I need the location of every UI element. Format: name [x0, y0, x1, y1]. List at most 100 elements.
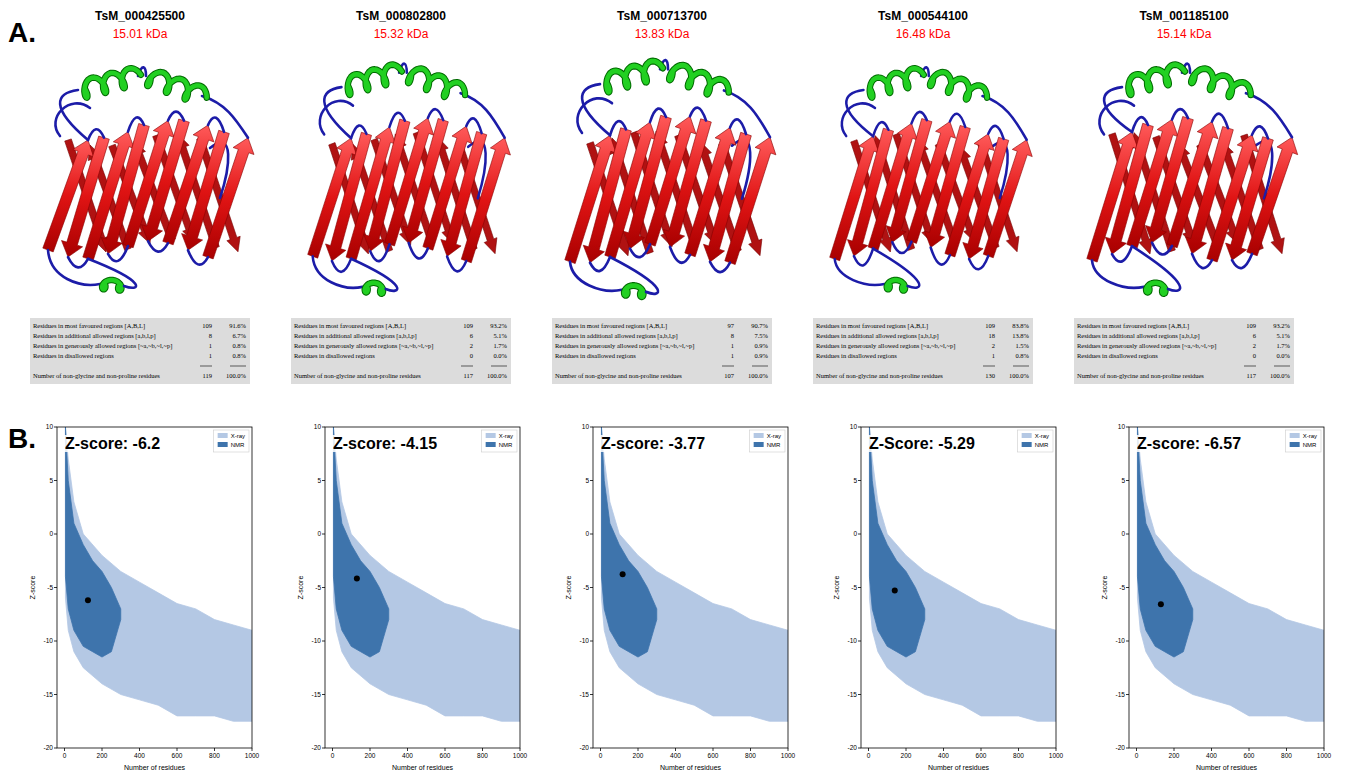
table-percent: 7.5% — [754, 332, 768, 339]
table-count: 2 — [1253, 342, 1256, 349]
x-tick — [139, 748, 140, 751]
x-tick — [177, 748, 178, 751]
loop — [1152, 243, 1172, 255]
reference-area — [601, 427, 656, 657]
molecular-mass: 13.83 kDa — [635, 27, 690, 41]
legend: X-rayNMR — [750, 430, 785, 452]
y-tick — [54, 534, 57, 535]
legend-label: NMR — [499, 442, 513, 448]
table-percent: 91.6% — [229, 322, 246, 329]
table-percent: 5.1% — [493, 332, 507, 339]
x-tick — [407, 748, 408, 751]
table-percent: 1.7% — [493, 342, 507, 349]
x-tick-label: 400 — [670, 752, 681, 759]
helix-edge — [1146, 283, 1165, 294]
helix-edge — [870, 68, 924, 97]
table-count: 1 — [209, 352, 212, 359]
y-tick — [590, 427, 593, 428]
reference-area — [869, 427, 924, 657]
table-percent: 0.0% — [493, 352, 507, 359]
table-row-label: Residues in generously allowed regions [… — [555, 342, 694, 350]
legend-label: NMR — [231, 442, 245, 448]
table-percent: 100.0% — [226, 372, 247, 379]
beta-strand — [142, 119, 190, 241]
y-tick — [1126, 587, 1129, 588]
protein-structure — [43, 67, 254, 290]
table-count: 6 — [470, 332, 474, 339]
x-tick-label: 1000 — [781, 752, 796, 759]
y-tick-label: -15 — [580, 691, 590, 698]
y-tick — [322, 748, 325, 749]
loop — [1192, 254, 1212, 268]
annotation-patch — [331, 435, 439, 452]
x-tick-label: 200 — [365, 752, 376, 759]
y-tick-label: -20 — [1116, 744, 1126, 751]
y-tick-label: -5 — [1119, 584, 1125, 591]
query-point — [620, 571, 626, 577]
y-tick — [54, 427, 57, 428]
x-tick-label: 600 — [708, 752, 719, 759]
legend-swatch — [1022, 442, 1032, 447]
table-percent: 83.8% — [1012, 322, 1029, 329]
y-tick — [54, 748, 57, 749]
table-count: 1 — [731, 342, 734, 349]
annotation-patch — [1135, 435, 1243, 452]
plot-frame — [325, 427, 520, 748]
z-score-annotation: Z-score: -6.2 — [65, 435, 160, 452]
table-percent: 100.0% — [487, 372, 508, 379]
helix — [669, 65, 729, 94]
data-group — [869, 427, 1056, 721]
table-row-label: Residues in additional allowed regions [… — [33, 332, 156, 340]
y-axis-title: Z-score — [565, 576, 572, 600]
beta-strand — [886, 119, 932, 243]
beta-strand — [461, 138, 510, 263]
x-tick-label: 400 — [402, 752, 413, 759]
panel-label: B. — [8, 423, 36, 454]
table-count: 0 — [470, 352, 473, 359]
loop — [208, 118, 224, 132]
loop — [202, 96, 248, 138]
x-tick — [713, 748, 714, 751]
x-tick-label: 0 — [331, 752, 335, 759]
helix-edge — [606, 61, 663, 92]
table-percent: 93.2% — [490, 322, 507, 329]
loop — [1132, 246, 1180, 291]
table-count: 97 — [728, 322, 735, 329]
helix-edge — [147, 72, 207, 99]
x-tick-label: 400 — [134, 752, 145, 759]
loop — [969, 256, 988, 269]
x-tick-label: 800 — [1281, 752, 1292, 759]
legend-frame — [1286, 430, 1321, 452]
table-row-label: Residues in most favoured regions [A,B,L… — [33, 322, 145, 330]
y-tick-label: -10 — [848, 637, 858, 644]
table-row-label: Residues in disallowed regions — [33, 352, 114, 359]
loop — [1252, 126, 1268, 138]
helix — [348, 65, 402, 95]
annotation-patch — [63, 435, 162, 452]
y-tick-label: -15 — [848, 691, 858, 698]
legend-label: X-ray — [231, 433, 245, 439]
figure: A.B.TsM_00042550015.01 kDaResidues in mo… — [0, 0, 1351, 779]
y-tick-label: -5 — [315, 584, 321, 591]
y-tick — [322, 641, 325, 642]
table-separator — [983, 366, 995, 367]
y-tick-label: -20 — [312, 744, 322, 751]
legend-label: X-ray — [1303, 433, 1317, 439]
loop — [409, 243, 428, 259]
y-tick — [54, 587, 57, 588]
protein-structure — [830, 67, 1033, 290]
loop — [1232, 254, 1252, 268]
legend-swatch — [218, 442, 228, 447]
table-count: 109 — [202, 322, 212, 329]
x-tick-label: 200 — [1169, 752, 1180, 759]
x-tick-label: 1000 — [513, 752, 528, 759]
ramachandran-table: Residues in most favoured regions [A,B,L… — [552, 318, 772, 384]
legend-label: NMR — [767, 442, 781, 448]
x-tick-label: 800 — [745, 752, 756, 759]
helix — [147, 72, 207, 99]
ramachandran-table: Residues in most favoured regions [A,B,L… — [291, 318, 511, 384]
table-row-label: Number of non-glycine and non-proline re… — [816, 372, 943, 379]
loop — [351, 126, 366, 139]
chart: 02004006008001000-20-15-10-50510Number o… — [833, 423, 1064, 771]
query-point — [354, 575, 360, 581]
